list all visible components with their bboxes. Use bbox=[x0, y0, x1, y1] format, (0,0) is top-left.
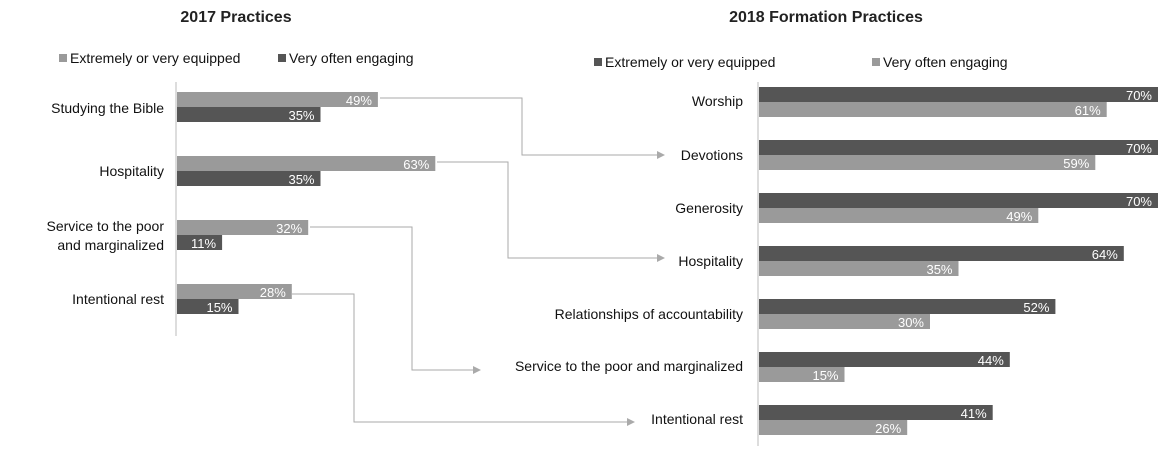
bar-2018-4-1 bbox=[759, 314, 930, 329]
category-label-2017-3: Intentional rest bbox=[72, 291, 164, 307]
bars-2017: 49% 35% 63% 35% 32% 11% 28% 15% bbox=[177, 92, 436, 315]
value-label-2018-0-1: 61% bbox=[1075, 103, 1101, 118]
category-label-2017-2: Service to the poor and marginalized bbox=[46, 218, 164, 253]
category-label-2018-0: Worship bbox=[692, 93, 743, 109]
bar-2017-2-0 bbox=[177, 220, 309, 235]
value-label-2017-1-0: 63% bbox=[403, 157, 429, 172]
value-label-2018-3-1: 35% bbox=[926, 262, 952, 277]
bar-2018-1-1 bbox=[759, 155, 1096, 170]
value-label-2018-6-0: 41% bbox=[961, 406, 987, 421]
chart-title-2017: 2017 Practices bbox=[180, 9, 291, 26]
bar-2018-5-0 bbox=[759, 352, 1010, 367]
value-label-2018-4-1: 30% bbox=[898, 315, 924, 330]
connector-arrow-3 bbox=[292, 293, 635, 426]
legend-swatch-2017-engaging bbox=[278, 54, 286, 62]
category-label-2017-1: Hospitality bbox=[99, 163, 164, 179]
legend-label-2018-engaging: Very often engaging bbox=[883, 54, 1008, 70]
value-label-2018-2-1: 49% bbox=[1006, 209, 1032, 224]
legend-label-2018-equipped: Extremely or very equipped bbox=[605, 54, 775, 70]
bar-2018-0-0 bbox=[759, 87, 1158, 102]
category-label-2018-2: Generosity bbox=[675, 200, 743, 216]
bar-2017-0-1 bbox=[177, 107, 321, 122]
bar-2018-2-1 bbox=[759, 208, 1039, 223]
value-label-2018-0-0: 70% bbox=[1126, 88, 1152, 103]
category-label-2018-5: Service to the poor and marginalized bbox=[515, 358, 743, 374]
connector-arrow-1 bbox=[437, 161, 665, 262]
categories-2017: Studying the Bible Hospitality Service t… bbox=[46, 100, 164, 307]
legend-swatch-2017-equipped bbox=[59, 54, 67, 62]
legend-swatch-2018-engaging bbox=[872, 58, 880, 66]
bar-2018-3-1 bbox=[759, 261, 959, 276]
bar-2018-2-0 bbox=[759, 193, 1158, 208]
value-label-2018-4-0: 52% bbox=[1023, 300, 1049, 315]
value-label-2017-3-0: 28% bbox=[260, 285, 286, 300]
category-label-2018-1: Devotions bbox=[681, 147, 743, 163]
chart-title-2018: 2018 Formation Practices bbox=[729, 9, 923, 26]
bar-2018-0-1 bbox=[759, 102, 1107, 117]
bar-2017-3-1 bbox=[177, 299, 239, 314]
connector-arrow-2 bbox=[310, 226, 481, 374]
value-label-2017-2-0: 32% bbox=[276, 221, 302, 236]
bar-2017-3-0 bbox=[177, 284, 292, 299]
value-label-2017-0-0: 49% bbox=[346, 93, 372, 108]
value-label-2017-0-1: 35% bbox=[288, 108, 314, 123]
bar-2018-6-0 bbox=[759, 405, 993, 420]
connector-arrow-0 bbox=[380, 97, 665, 159]
bar-2018-1-0 bbox=[759, 140, 1158, 155]
legend-label-2017-engaging: Very often engaging bbox=[289, 50, 414, 66]
bar-2018-5-1 bbox=[759, 367, 845, 382]
category-label-2017-0: Studying the Bible bbox=[51, 100, 164, 116]
bars-2018: 70% 61% 70% 59% 70% 49% 64% 35% 52% 30% 44% 15% 41% 2… bbox=[759, 87, 1158, 436]
value-label-2017-1-1: 35% bbox=[288, 172, 314, 187]
value-label-2018-6-1: 26% bbox=[875, 421, 901, 436]
legend-2018: Extremely or very equipped Very often en… bbox=[594, 54, 1008, 70]
category-label-2018-4: Relationships of accountability bbox=[555, 306, 743, 322]
value-label-2018-2-0: 70% bbox=[1126, 194, 1152, 209]
value-label-2018-1-0: 70% bbox=[1126, 141, 1152, 156]
bar-2017-1-0 bbox=[177, 156, 436, 171]
category-label-2018-3: Hospitality bbox=[678, 253, 743, 269]
value-label-2018-5-0: 44% bbox=[978, 353, 1004, 368]
connectors-layer bbox=[292, 97, 665, 426]
bar-2018-6-1 bbox=[759, 420, 908, 435]
value-label-2018-5-1: 15% bbox=[812, 368, 838, 383]
value-label-2018-1-1: 59% bbox=[1063, 156, 1089, 171]
bar-2018-4-0 bbox=[759, 299, 1056, 314]
bar-2018-3-0 bbox=[759, 246, 1124, 261]
legend-label-2017-equipped: Extremely or very equipped bbox=[70, 50, 240, 66]
legend-swatch-2018-equipped bbox=[594, 58, 602, 66]
categories-2018: Worship Devotions Generosity Hospitality… bbox=[515, 93, 743, 427]
category-label-2018-6: Intentional rest bbox=[651, 411, 743, 427]
value-label-2018-3-0: 64% bbox=[1092, 247, 1118, 262]
bar-2017-2-1 bbox=[177, 235, 223, 250]
bar-2017-1-1 bbox=[177, 171, 321, 186]
bar-2017-0-0 bbox=[177, 92, 378, 107]
value-label-2017-3-1: 15% bbox=[206, 300, 232, 315]
value-label-2017-2-1: 11% bbox=[191, 236, 216, 251]
legend-2017: Extremely or very equipped Very often en… bbox=[59, 50, 414, 66]
